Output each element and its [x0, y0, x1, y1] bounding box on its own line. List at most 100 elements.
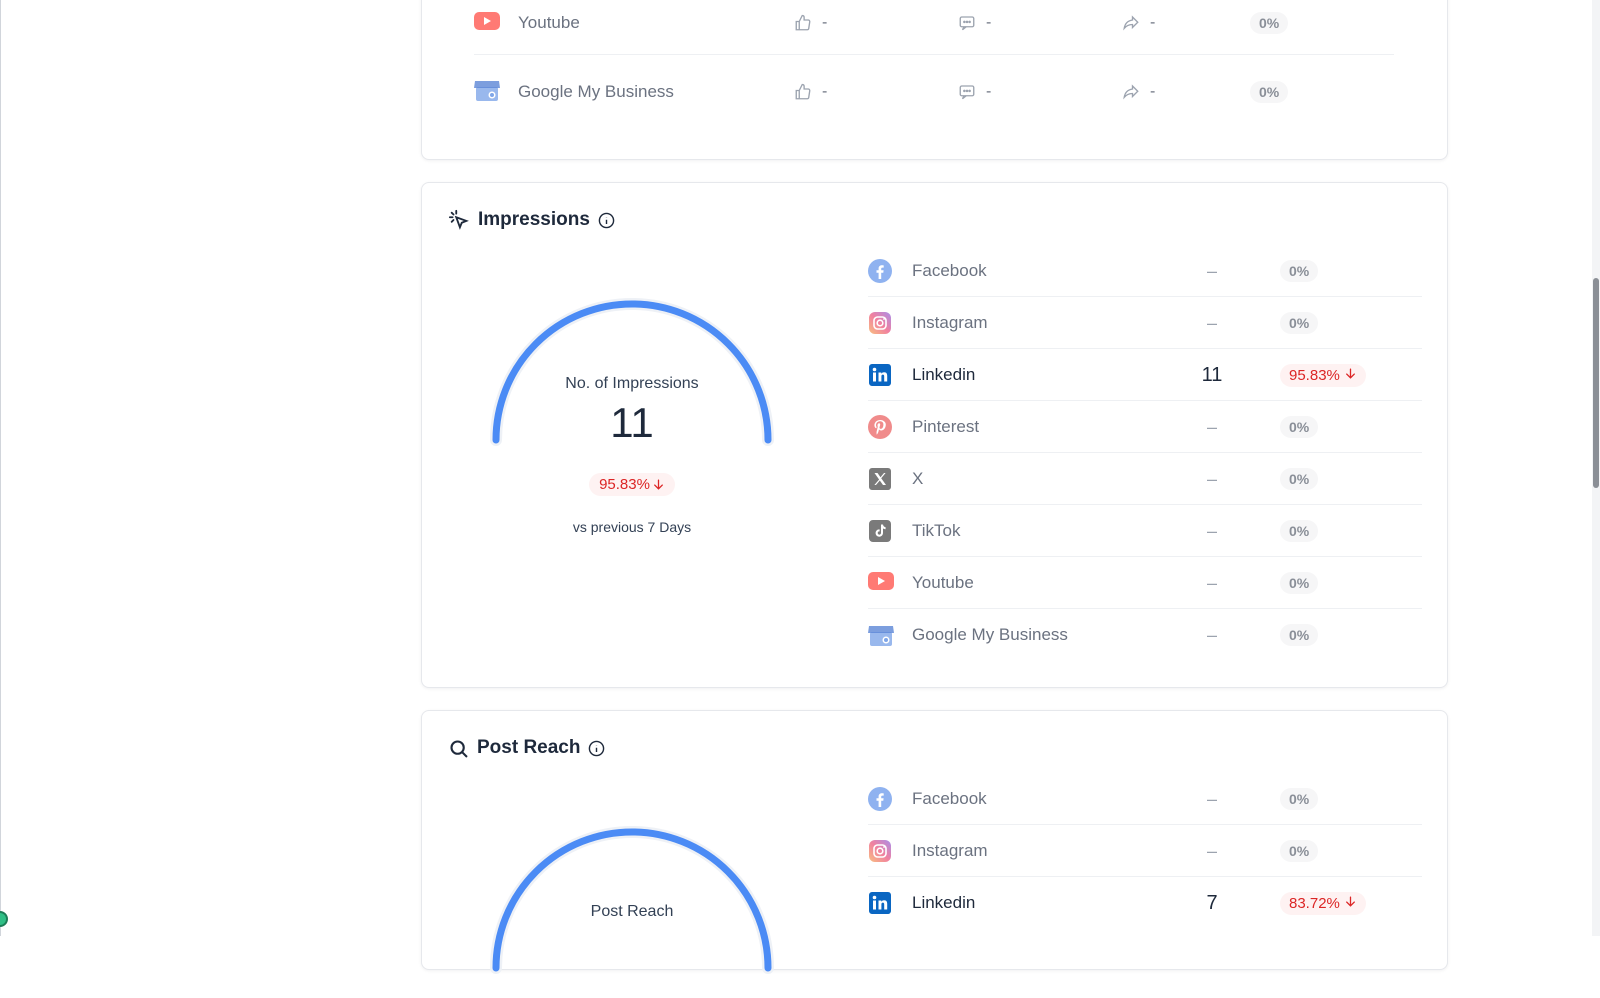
comment-icon [959, 16, 975, 31]
platform-name: TikTok [912, 521, 961, 540]
pinterest-icon [868, 415, 892, 444]
platform-value: – [1206, 312, 1217, 333]
status-indicator[interactable] [0, 911, 8, 927]
platform-name: X [912, 469, 924, 488]
platform-value: – [1206, 788, 1217, 809]
left-border [0, 0, 1, 936]
change-badge: 0% [1280, 520, 1319, 542]
platform-value: 11 [1201, 363, 1223, 386]
platform-row-facebook: Facebook – 0% [868, 245, 1422, 297]
post-reach-header: Post Reach [448, 737, 605, 759]
platform-name: Instagram [912, 841, 988, 860]
post-reach-gauge: Post Reach [482, 823, 782, 998]
shares-metric: - [1122, 83, 1155, 101]
linkedin-icon [868, 891, 892, 920]
tiktok-icon [868, 519, 892, 548]
google-my-business-icon [474, 78, 500, 107]
platform-row-youtube: Youtube – 0% [868, 557, 1422, 609]
scrollbar-track[interactable] [1592, 0, 1600, 936]
platform-row-facebook: Facebook – 0% [868, 773, 1422, 825]
share-icon [1123, 84, 1139, 100]
youtube-icon [868, 571, 894, 596]
platform-name: Facebook [912, 789, 987, 808]
gauge-value: 11 [610, 399, 654, 446]
platform-name: Google My Business [518, 82, 674, 101]
instagram-icon [868, 311, 892, 340]
change-badge: 0% [1280, 840, 1319, 862]
impressions-platform-list: Facebook – 0% Instagram – 0% Linkedin 11… [868, 245, 1422, 661]
likes-metric: - [794, 14, 827, 32]
info-icon[interactable] [598, 212, 615, 229]
platform-value: – [1206, 572, 1217, 593]
card-title: Post Reach [477, 737, 581, 758]
change-badge: 0% [1280, 312, 1319, 334]
gauge-label: Post Reach [590, 903, 674, 920]
post-reach-card: Post Reach Post Reach Facebook – 0% Inst… [421, 710, 1448, 974]
thumbs-up-icon [795, 83, 811, 100]
engagement-row-youtube: Youtube - - - 0% [474, 0, 1394, 55]
change-badge: 95.83% [1280, 363, 1367, 387]
thumbs-up-icon [795, 14, 811, 31]
comments-metric: - [958, 14, 991, 32]
change-badge: 0% [1280, 260, 1319, 282]
cursor-click-icon [448, 209, 469, 230]
arrow-down-icon [1346, 896, 1355, 907]
comments-metric: - [958, 83, 991, 101]
platform-value: – [1206, 840, 1217, 861]
card-title: Impressions [478, 209, 590, 230]
platform-name: Google My Business [912, 625, 1068, 644]
change-badge: 0% [1250, 81, 1289, 103]
change-badge: 95.83% [589, 473, 675, 496]
change-badge: 83.72% [1280, 891, 1367, 915]
platform-row-pinterest: Pinterest – 0% [868, 401, 1422, 453]
platform-value: 7 [1206, 891, 1218, 914]
platform-value: – [1206, 416, 1217, 437]
platform-row-google-my-business: Google My Business – 0% [868, 609, 1422, 661]
platform-name: Linkedin [912, 893, 976, 912]
facebook-icon [868, 787, 892, 816]
platform-row-instagram: Instagram – 0% [868, 297, 1422, 349]
change-badge: 0% [1280, 468, 1319, 490]
comment-icon [959, 85, 975, 100]
gauge-label: No. of Impressions [565, 375, 699, 392]
facebook-icon [868, 259, 892, 288]
change-badge: 0% [1280, 572, 1319, 594]
shares-metric: - [1122, 14, 1155, 32]
platform-value: – [1206, 520, 1217, 541]
engagement-row-google-my-business: Google My Business - - - 0% [474, 60, 1394, 124]
platform-name: Facebook [912, 261, 987, 280]
platform-row-linkedin: Linkedin 7 83.72% [868, 877, 1422, 929]
share-icon [1123, 15, 1139, 31]
impressions-header: Impressions [448, 209, 615, 231]
platform-row-x: X – 0% [868, 453, 1422, 505]
linkedin-icon [868, 363, 892, 392]
platform-row-tiktok: TikTok – 0% [868, 505, 1422, 557]
change-badge: 0% [1280, 624, 1319, 646]
instagram-icon [868, 839, 892, 868]
change-badge: 0% [1280, 416, 1319, 438]
platform-row-instagram: Instagram – 0% [868, 825, 1422, 877]
arrow-down-icon [1346, 368, 1355, 379]
post-reach-platform-list: Facebook – 0% Instagram – 0% Linkedin 7 … [868, 773, 1422, 929]
likes-metric: - [794, 83, 827, 101]
impressions-card: Impressions No. of Impressions 11 95.83%… [421, 182, 1448, 688]
google-my-business-icon [868, 623, 894, 652]
platform-value: – [1206, 624, 1217, 645]
platform-value: – [1206, 260, 1217, 281]
arrow-down-icon [653, 479, 663, 490]
change-badge: 0% [1280, 788, 1319, 810]
youtube-icon [474, 11, 500, 36]
platform-name: Pinterest [912, 417, 980, 436]
info-icon[interactable] [588, 740, 605, 757]
impressions-gauge: No. of Impressions 11 95.83% vs previous… [482, 295, 782, 535]
x-icon [868, 467, 892, 496]
platform-name: Youtube [518, 13, 580, 32]
platform-value: – [1206, 468, 1217, 489]
platform-name: Youtube [912, 573, 974, 592]
scrollbar-thumb[interactable] [1593, 278, 1599, 488]
engagement-card: Youtube - - - 0% Google My Business - - [421, 0, 1448, 160]
change-badge: 0% [1250, 12, 1289, 34]
platform-name: Linkedin [912, 365, 976, 384]
platform-row-linkedin: Linkedin 11 95.83% [868, 349, 1422, 401]
platform-name: Instagram [912, 313, 988, 332]
